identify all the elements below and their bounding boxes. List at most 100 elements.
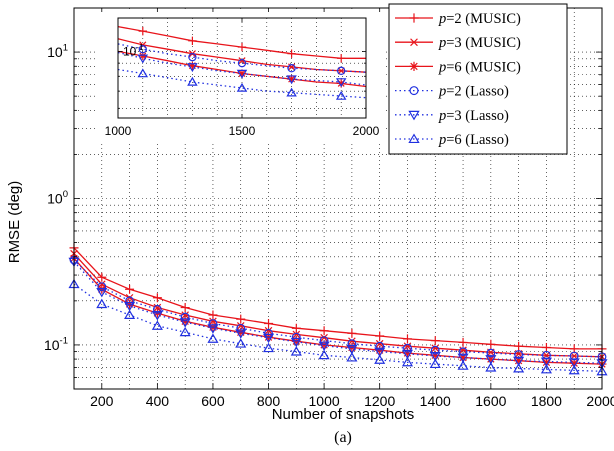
data-point [375, 331, 385, 341]
data-point [569, 351, 579, 361]
data-point [347, 339, 357, 349]
data-point [137, 54, 149, 64]
x-tick-label: 1500 [229, 124, 256, 138]
data-point [236, 69, 248, 79]
data-point [318, 349, 330, 360]
x-tick-label: 600 [201, 393, 225, 409]
x-tick-label: 2000 [586, 393, 614, 409]
data-point [290, 337, 302, 348]
data-point [153, 303, 162, 312]
x-tick-label: 1000 [309, 393, 340, 409]
data-point [181, 311, 189, 319]
legend-entry: p=3 (Lasso) [438, 108, 509, 124]
data-point [430, 350, 440, 360]
data-point [139, 41, 147, 49]
legend-marker [408, 133, 420, 144]
legend: p=2 (MUSIC) p=3 (MUSIC) p=6 (MUSIC) p=2 (La… [388, 3, 568, 155]
data-point [320, 333, 328, 342]
data-point [430, 345, 440, 355]
data-point [568, 358, 580, 368]
data-point [207, 333, 219, 343]
x-axis-label: Number of snapshots [272, 406, 415, 423]
inset-plot: 1000 1500 2000 10-1 [96, 12, 384, 144]
series-line [73, 247, 602, 350]
data-point [97, 272, 107, 282]
data-point [457, 360, 469, 370]
data-point [235, 338, 247, 348]
data-point [152, 293, 162, 303]
data-point [402, 348, 412, 358]
data-point [237, 58, 247, 68]
data-point [401, 349, 414, 360]
data-point [486, 339, 496, 349]
x-tick-label: 200 [90, 393, 114, 409]
legend-entry: p=3 (MUSIC) [438, 35, 521, 51]
x-tick-label: 1600 [475, 393, 506, 409]
data-point [287, 74, 296, 84]
series-line [117, 68, 367, 99]
data-point [347, 328, 357, 338]
data-point [264, 328, 273, 338]
data-point [287, 49, 296, 58]
data-point [337, 66, 346, 76]
data-point [125, 284, 135, 294]
data-point [486, 348, 496, 358]
data-point [236, 322, 245, 330]
data-point [319, 336, 329, 346]
data-point [540, 357, 552, 368]
data-point [207, 324, 219, 334]
data-point [403, 343, 412, 353]
data-point [208, 310, 218, 320]
data-point [335, 78, 347, 88]
data-point [429, 358, 441, 369]
data-point [97, 282, 107, 292]
data-point [180, 303, 190, 313]
inset-axis-ticks: 1000 1500 2000 10-1 [105, 18, 380, 138]
data-point [292, 330, 301, 339]
data-point [486, 354, 496, 364]
y-tick-label: 10-1 [123, 43, 144, 58]
inset-background [96, 12, 384, 144]
data-point [348, 337, 356, 346]
y-tick-label: 10-1 [44, 336, 68, 353]
x-tick-label: 1200 [364, 393, 395, 409]
x-tick-label: 1800 [531, 393, 562, 409]
main-series-lines [73, 247, 603, 372]
data-point [542, 351, 551, 360]
data-point [124, 301, 136, 312]
data-point [458, 353, 468, 363]
data-point [188, 61, 197, 70]
data-point [430, 336, 440, 346]
data-point [541, 357, 551, 367]
data-point [125, 296, 135, 306]
series-line [73, 257, 603, 365]
data-point [208, 319, 218, 328]
data-point [187, 63, 198, 73]
data-point [179, 326, 191, 337]
data-point [237, 69, 247, 78]
data-point [540, 363, 552, 374]
data-point [402, 334, 412, 344]
legend-box [388, 3, 568, 155]
data-point [513, 356, 525, 367]
data-point [124, 309, 136, 320]
data-point [262, 333, 275, 344]
data-point [151, 320, 163, 330]
data-point [569, 358, 579, 368]
data-point [286, 75, 297, 85]
x-tick-label: 800 [257, 393, 281, 409]
data-point [209, 317, 217, 326]
legend-entry: p=6 (Lasso) [438, 132, 509, 148]
data-point [337, 67, 345, 75]
legend-marker [409, 13, 419, 23]
data-point [291, 323, 301, 333]
data-point [286, 87, 297, 97]
data-point [138, 45, 147, 54]
data-point [291, 332, 301, 342]
data-point [152, 304, 162, 314]
data-point [570, 352, 579, 360]
y-tick-label: 101 [47, 43, 68, 60]
data-point [97, 284, 107, 294]
x-tick-label: 1400 [420, 393, 451, 409]
